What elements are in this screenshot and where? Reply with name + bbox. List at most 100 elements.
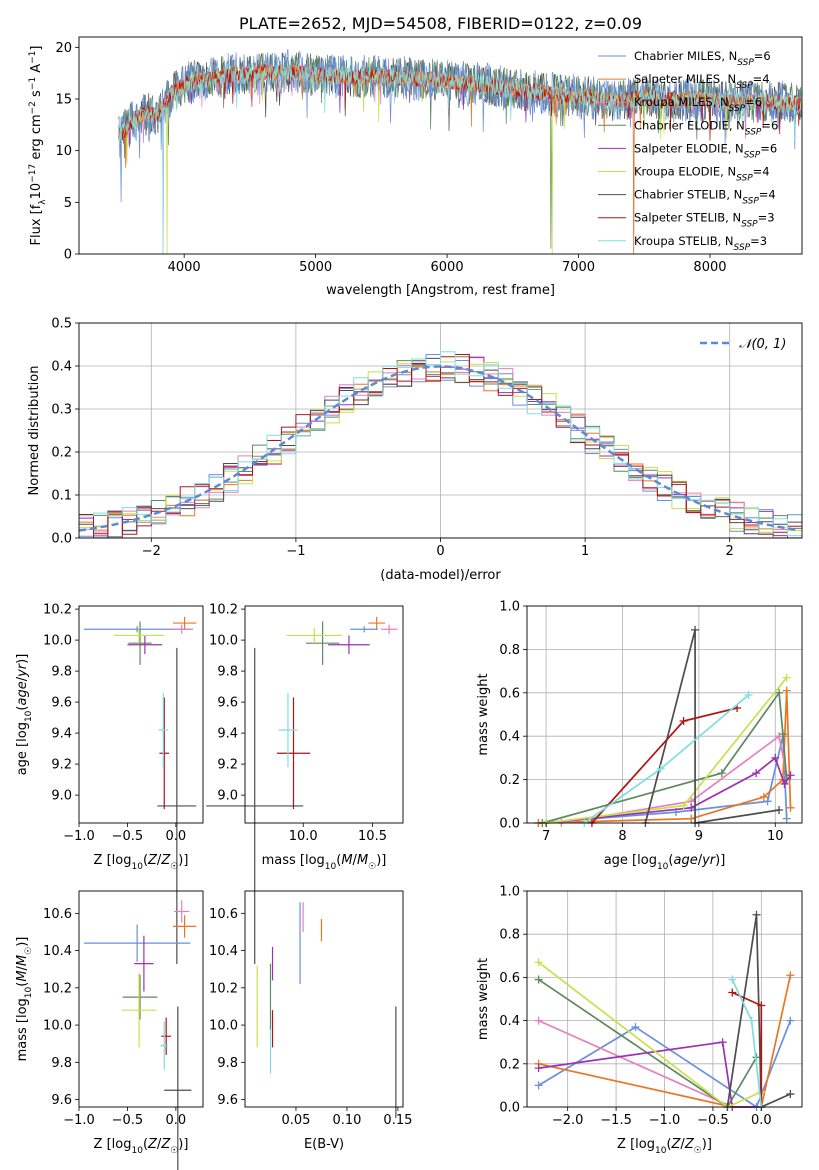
x-tick-label: −0.5	[697, 1113, 729, 1128]
y-tick-label: 0.2	[499, 1057, 520, 1072]
weight-marker	[775, 688, 784, 697]
label-part: 10	[24, 986, 34, 998]
y-tick-label: 10.0	[209, 634, 238, 649]
axes-border	[244, 605, 404, 824]
x-tick-label: 10	[767, 829, 784, 844]
y-tick-label: 5	[64, 196, 72, 211]
label-part: ☉	[170, 862, 178, 872]
label-part: −2	[28, 101, 38, 114]
label-part: 10	[655, 1146, 667, 1156]
weight-marker	[691, 625, 700, 634]
label-part: /	[353, 853, 358, 868]
label-part: −1	[28, 51, 38, 64]
x-axis-label: age [log10(age/yr)]	[604, 853, 726, 872]
y-axis-label: Normed distribution	[27, 366, 42, 496]
y-tick-label: 0.4	[499, 1014, 520, 1029]
y-tick-label: 9.8	[217, 1056, 238, 1071]
label-part: 10	[657, 862, 669, 872]
y-tick-label: 0.1	[51, 489, 72, 504]
y-axis-label: mass weight	[476, 673, 491, 755]
y-tick-label: 20	[55, 41, 72, 56]
panel-age_vs_Z: −1.0 −0.5 0.0 9.0 9.2 9.4 9.6 9.8 10.0 10.2 Z [log…	[15, 603, 204, 965]
x-tick-label: −1.0	[63, 1113, 95, 1128]
x-tick-label: 5000	[299, 260, 332, 275]
y-tick-label: 9.6	[217, 696, 238, 711]
normal-curve	[79, 365, 800, 532]
label-part: SSP	[736, 174, 753, 184]
label-part: mass [log	[15, 998, 30, 1061]
weight-marker	[782, 814, 791, 823]
label-part: 10	[131, 862, 143, 872]
x-tick-label: 6000	[431, 260, 464, 275]
label-part: =4	[753, 165, 770, 179]
label-part: SSP	[744, 150, 761, 160]
weight-marker	[718, 1038, 727, 1047]
label-part: A	[29, 64, 44, 77]
weight-marker	[717, 769, 726, 778]
weight-marker	[747, 1016, 756, 1025]
label-part: Z	[671, 1137, 682, 1152]
y-tick-label: 9.2	[217, 758, 238, 773]
label-part: (	[336, 853, 341, 868]
spectrum-series-0	[118, 49, 802, 203]
label-part: M	[357, 853, 368, 868]
x-axis-label: Z [log10(Z/Z☉)]	[94, 1137, 189, 1156]
label-part: )]	[178, 853, 188, 868]
x-tick-label: 8	[618, 829, 626, 844]
y-tick-label: 10.2	[209, 981, 238, 996]
y-tick-label: 10.6	[209, 907, 238, 922]
weight-marker	[780, 779, 789, 788]
y-tick-label: 10.0	[43, 634, 72, 649]
weight-marker	[687, 803, 696, 812]
x-tick-label: −0.5	[112, 829, 144, 844]
x-tick-label: −2	[142, 544, 161, 559]
y-tick-label: 10.0	[43, 1019, 72, 1034]
weight-marker	[534, 1081, 543, 1090]
label-part: =6	[760, 141, 777, 155]
weight-marker	[534, 1064, 543, 1073]
label-part: yr	[15, 662, 30, 678]
label-part: λ	[38, 199, 48, 205]
legend-entry: Chabrier STELIB, NSSP=4	[634, 188, 776, 207]
weight-marker	[782, 673, 791, 682]
plot-area	[79, 351, 802, 538]
y-tick-label: 9.2	[51, 758, 72, 773]
label-part: SSP	[737, 58, 754, 68]
y-tick-label: 10.6	[43, 907, 72, 922]
label-part: /	[157, 853, 162, 868]
panel-spectrum: 4000 5000 6000 7000 8000 0 5 10 15 20 PLATE=2652, …	[28, 14, 803, 298]
axes-frame: −1.0 −0.5 0.09.69.810.010.210.410.6Z [log1…	[15, 890, 204, 1156]
label-part: s	[29, 90, 44, 101]
y-tick-label: 9.0	[51, 789, 72, 804]
label-part: =6	[745, 95, 762, 109]
x-axis-label: Z [log10(Z/Z☉)]	[94, 853, 189, 872]
y-axis-label: mass [log10(M/M☉)]	[15, 937, 34, 1062]
legend-entry: Kroupa MILES, NSSP=6	[634, 95, 762, 114]
y-tick-label: 0.5	[51, 317, 72, 332]
label-part: Flux [f	[29, 204, 44, 245]
y-tick-label: 10	[55, 144, 72, 159]
axes-border	[78, 36, 803, 255]
axes-frame: −2 −1 0 1 2 0.0 0.1 0.2 0.3 0.4 0.5 𝒩(0, 1) (data-mo…	[27, 317, 803, 583]
y-tick-label: 10.2	[209, 603, 238, 618]
label-part: −1	[28, 77, 38, 90]
y-tick-label: 0.0	[51, 532, 72, 547]
x-axis-label: Z [log10(Z/Z☉)]	[617, 1137, 712, 1156]
label-part: ☉	[170, 1146, 178, 1156]
label-part: Z [log	[617, 1137, 655, 1152]
label-part: Z	[160, 1137, 171, 1152]
label-part: M	[15, 955, 30, 966]
panel-residuals: −2 −1 0 1 2 0.0 0.1 0.2 0.3 0.4 0.5 𝒩(0, 1) (data-mo…	[27, 317, 803, 583]
x-axis-label: wavelength [Angstrom, rest frame]	[326, 283, 555, 298]
label-part: Chabrier MILES, N	[634, 49, 737, 63]
x-tick-label: 0	[436, 544, 444, 559]
y-tick-label: 0.4	[499, 730, 520, 745]
weight-marker	[786, 1090, 795, 1099]
axes-frame: 10.0 10.5 9.0 9.2 9.4 9.6 9.8 10.0 10.2 mass [log…	[209, 603, 404, 872]
label-part: )]	[15, 937, 30, 947]
label-part: Z [log	[94, 1137, 132, 1152]
weight-marker	[786, 971, 795, 980]
y-tick-label: 0.0	[499, 1101, 520, 1116]
weight-marker	[763, 797, 772, 806]
